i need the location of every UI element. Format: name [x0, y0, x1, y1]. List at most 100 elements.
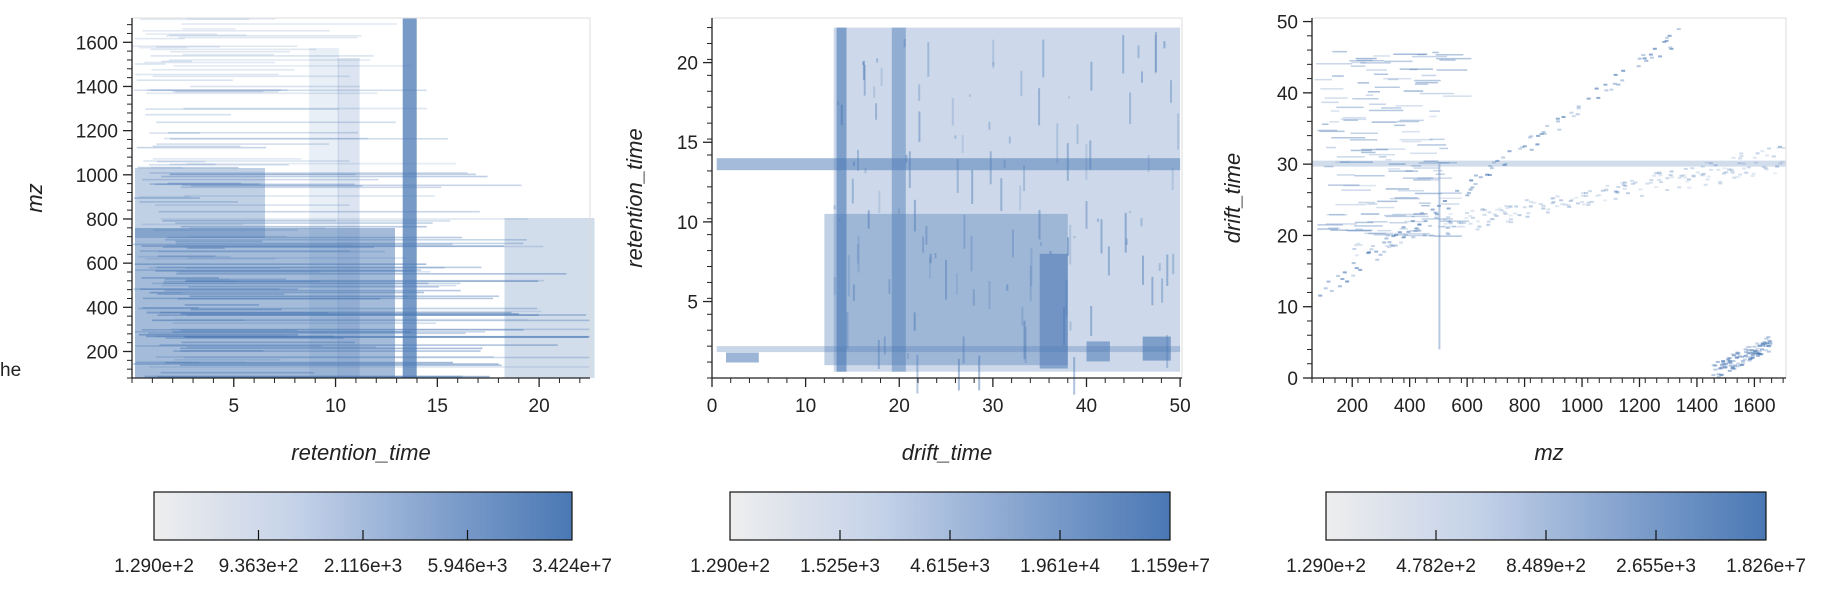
heatmap-cell — [1067, 237, 1069, 255]
x-tick-label: 1000 — [1561, 396, 1603, 417]
heatmap-cell — [1350, 133, 1378, 135]
heatmap-cell — [1468, 215, 1472, 217]
heatmap-cell — [1707, 176, 1711, 178]
heatmap-cell — [1713, 369, 1717, 371]
heatmap-cell — [988, 122, 990, 130]
heatmap-cell — [1336, 275, 1340, 277]
heatmap-cell — [1400, 139, 1433, 141]
heatmap-cell — [1731, 368, 1735, 370]
heatmap-cell — [1369, 154, 1395, 156]
heatmap-cell — [1388, 170, 1418, 172]
heatmap-cell — [1449, 213, 1453, 215]
heatmap-cell — [1447, 208, 1451, 210]
heatmap-cell — [1730, 170, 1734, 172]
y-tick-label: 20 — [1277, 226, 1298, 247]
y-tick-label: 30 — [1277, 155, 1298, 176]
heatmap-cell — [1443, 200, 1447, 202]
heatmap-cell — [853, 284, 855, 301]
heatmap-cell — [1394, 125, 1405, 127]
heatmap-cell — [1332, 51, 1347, 53]
heatmap-cell — [1085, 144, 1087, 180]
heatmap-cell — [1733, 365, 1737, 367]
heatmap-cell — [1742, 168, 1746, 170]
heatmap-cell — [1476, 220, 1480, 222]
heatmap-cell — [1356, 58, 1377, 60]
y-tick-label: 1600 — [76, 33, 118, 54]
heatmap-cell — [1376, 207, 1394, 209]
heatmap-cell — [837, 28, 847, 372]
heatmap-cell — [1777, 147, 1781, 149]
heatmap-cell — [1605, 185, 1609, 187]
heatmap-cell — [1352, 262, 1356, 264]
heatmap-cell — [1559, 199, 1563, 201]
heatmap-cell — [1513, 212, 1517, 214]
heatmap-cell — [151, 69, 294, 71]
colorbar-tick-label: 2.116e+3 — [324, 556, 402, 577]
heatmap-cell — [1440, 220, 1470, 222]
heatmap-cell — [989, 281, 991, 309]
heatmap-cell — [184, 108, 427, 110]
heatmap-cell — [1621, 70, 1625, 72]
y-tick-label: 10 — [677, 213, 698, 234]
y-tick-label: 40 — [1277, 84, 1298, 105]
heatmap-cell — [1166, 255, 1168, 287]
heatmap-cell — [1177, 113, 1179, 149]
heatmap-cell — [1395, 105, 1422, 107]
heatmap-cell — [1389, 244, 1393, 246]
heatmap-cell — [1406, 170, 1413, 172]
y-tick-label: 800 — [86, 210, 118, 231]
heatmap-cell — [1338, 285, 1342, 287]
heatmap-cell — [1439, 59, 1455, 61]
x-tick-label: 50 — [1170, 396, 1191, 417]
heatmap-cell — [1581, 192, 1585, 194]
heatmap-cell — [1435, 213, 1439, 215]
y-tick-label: 400 — [86, 298, 118, 319]
x-tick-label: 200 — [1336, 396, 1368, 417]
heatmap-cell — [1402, 141, 1422, 143]
y-tick-label: 10 — [1277, 298, 1298, 319]
heatmap-cell — [1399, 242, 1403, 244]
heatmap-cell — [1508, 150, 1512, 152]
heatmap-cell — [1613, 83, 1617, 85]
heatmap-cell — [865, 168, 867, 173]
heatmap-cell — [876, 58, 878, 62]
heatmap-cell — [1410, 230, 1420, 232]
heatmap-cell — [1341, 189, 1371, 191]
heatmap-cell — [150, 49, 316, 51]
heatmap-cell — [1436, 58, 1471, 60]
heatmap-cell — [1024, 321, 1026, 360]
heatmap-cell — [1166, 335, 1168, 368]
panel-mz-dt: 200 400 600 800 1000 1200 1400 1600 01020304050… — [1220, 13, 1806, 577]
heatmap-cell — [140, 19, 250, 21]
heatmap-cell — [170, 51, 290, 53]
heatmap-cell — [1541, 208, 1545, 210]
heatmap-cell — [1412, 216, 1429, 218]
heatmap-cell — [1479, 176, 1483, 178]
colorbar-tick-label: 1.961e+4 — [1020, 556, 1100, 577]
heatmap-cell — [1364, 233, 1393, 235]
heatmap-cell — [1555, 205, 1559, 207]
x-tick-label: 0 — [707, 396, 718, 417]
heatmap-cell — [1731, 172, 1735, 174]
heatmap-cell — [1570, 199, 1574, 201]
heatmap-cell — [135, 74, 279, 76]
heatmap-cell — [1429, 110, 1440, 112]
heatmap-cell — [1377, 201, 1397, 203]
colorbar: 1.290e+2 1.525e+3 4.615e+3 1.961e+4 1.159e+7 — [690, 492, 1210, 577]
heatmap-cell — [1382, 242, 1386, 244]
heatmap-cell — [1355, 222, 1374, 224]
heatmap-cell — [853, 162, 855, 166]
heatmap-cell — [1670, 171, 1674, 173]
heatmap-cell — [153, 158, 301, 160]
heatmap-cell — [1438, 226, 1465, 228]
heatmap-cell — [1352, 248, 1356, 250]
colorbar-tick-label: 1.525e+3 — [800, 556, 880, 577]
heatmap-cell — [1682, 174, 1686, 176]
heatmap-cell — [878, 340, 880, 369]
heatmap-cell — [875, 103, 877, 120]
heatmap-cell — [1351, 65, 1366, 67]
heatmap-cell — [1495, 209, 1499, 211]
heatmap-cell — [1556, 118, 1560, 120]
heatmap-cell — [1743, 172, 1747, 174]
heatmap-cell — [1588, 190, 1592, 192]
